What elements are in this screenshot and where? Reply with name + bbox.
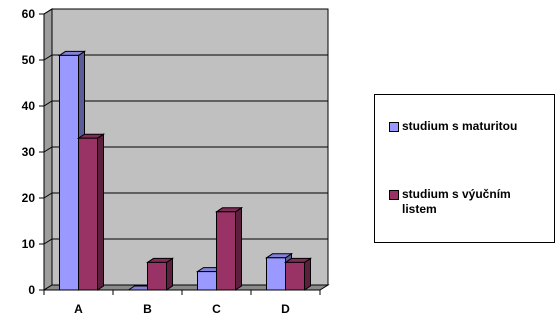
y-tick-label: 0 [28,283,35,297]
gridline [43,8,328,15]
legend-swatch-vyucni-list [389,190,399,200]
x-tick-label: D [281,302,290,316]
x-tick-label: C [212,302,221,316]
y-tick-label: 50 [22,53,36,67]
gridline [43,192,328,199]
legend-item-vyucni-list: studium s výučním listem [389,187,547,217]
y-tick-label: 40 [22,99,36,113]
x-tick-label: B [143,302,152,316]
y-tick-label: 10 [22,237,36,251]
legend-swatch-maturita [389,122,399,132]
bar-C-series-2 [214,206,244,291]
legend-label-vyucni-list: studium s výučním listem [402,187,511,216]
gridline [43,146,328,153]
legend-label-maturita: studium s maturitou [402,119,518,133]
bar-B-series-2 [145,257,175,291]
y-tick-label: 20 [22,191,36,205]
x-tick-label: A [74,302,83,316]
gridline [43,54,328,61]
y-tick-label: 60 [22,7,36,21]
y-tick-label: 30 [22,145,36,159]
legend-item-maturita: studium s maturitou [389,119,547,134]
bar-A-series-2 [76,133,106,291]
gridline [43,100,328,107]
legend: studium s maturitou studium s výučním li… [374,94,555,243]
bar-D-series-2 [283,257,313,291]
